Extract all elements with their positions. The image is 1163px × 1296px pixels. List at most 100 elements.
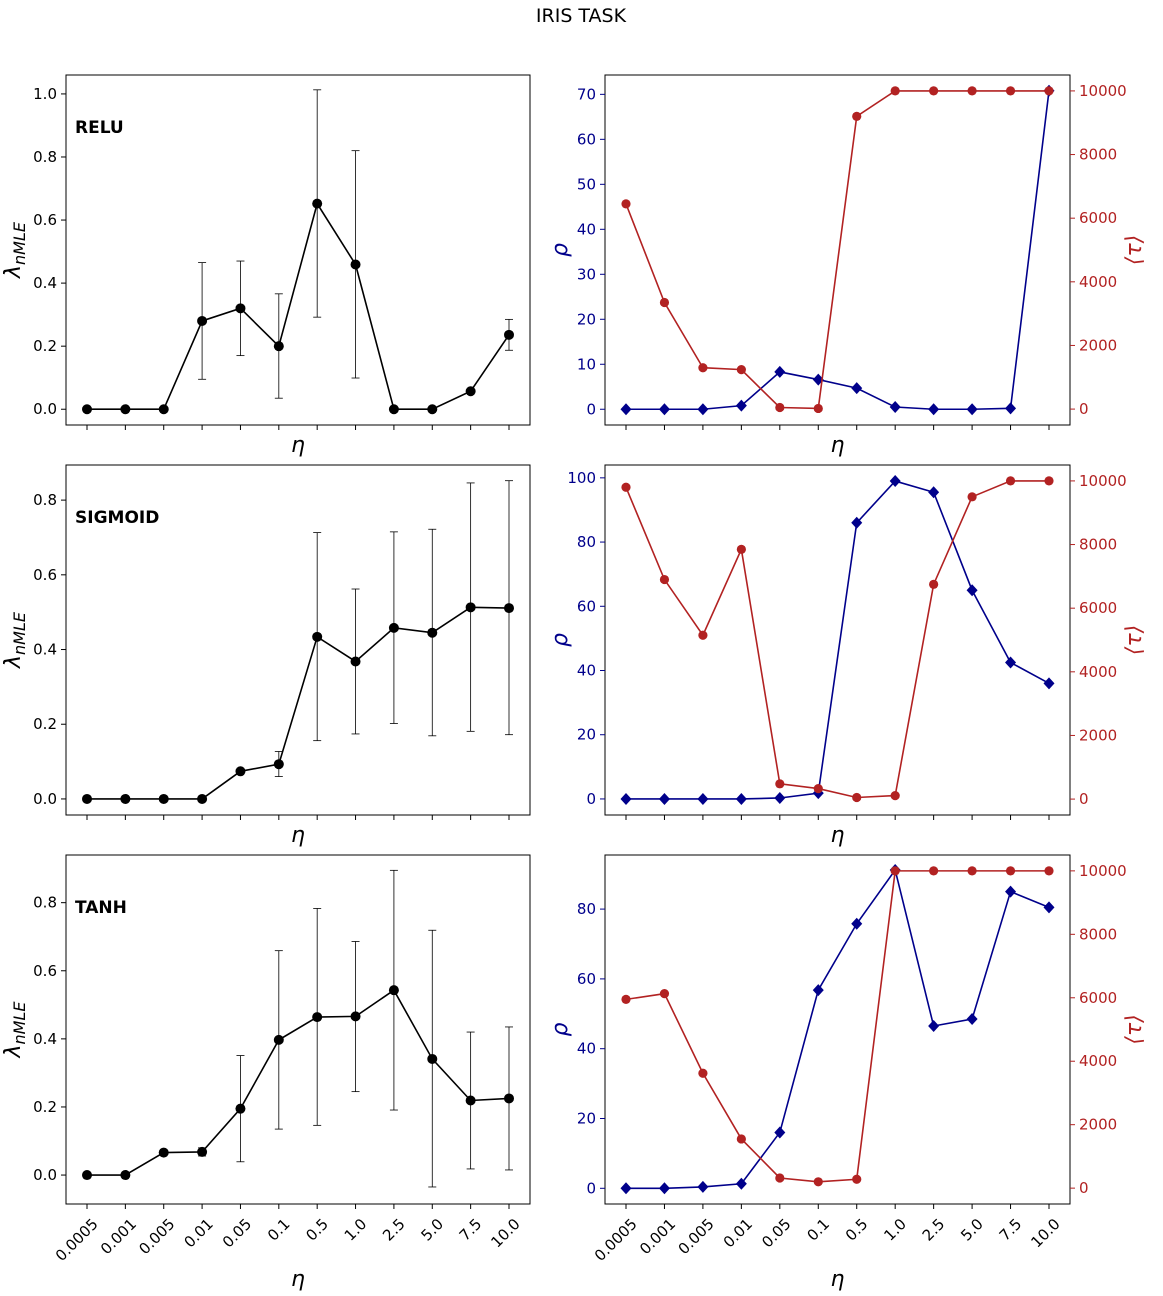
plot-frame	[604, 74, 1071, 426]
x-axis-label: η	[831, 433, 845, 458]
x-tick-label: 0.005	[675, 1215, 718, 1258]
y-tick-label: 100	[567, 469, 596, 487]
y-right-tick-label: 8000	[1079, 536, 1117, 554]
data-point-tau	[852, 1174, 862, 1184]
data-point-rho	[966, 1013, 978, 1026]
data-point-tau	[852, 111, 862, 121]
x-tick-label: 0.005	[135, 1215, 178, 1258]
data-point-lambda	[427, 627, 438, 638]
data-point-lambda	[120, 793, 131, 804]
data-point-tau	[1044, 86, 1054, 96]
y-tick-label: 20	[577, 310, 596, 328]
x-tick-label: 7.5	[456, 1215, 486, 1245]
data-point-tau	[736, 365, 746, 375]
data-point-rho	[1005, 656, 1017, 669]
y-tick-label: 0.4	[33, 1030, 57, 1048]
data-point-lambda	[235, 303, 246, 314]
data-point-lambda	[312, 631, 323, 642]
data-point-lambda	[158, 1147, 169, 1158]
y-axis-label-rho: ρ	[548, 243, 573, 257]
x-tick-label: 0.5	[302, 1215, 332, 1245]
data-point-rho	[658, 1182, 670, 1195]
data-point-rho	[889, 475, 901, 488]
data-point-rho	[620, 1182, 632, 1195]
data-point-rho	[735, 792, 747, 805]
data-point-lambda	[350, 259, 361, 270]
series-line-lambda	[87, 606, 510, 800]
series-line-tau	[625, 480, 1049, 799]
y-axis-label-symbol: λ	[1, 265, 26, 279]
data-point-lambda	[158, 793, 169, 804]
y-tick-label: 0.6	[33, 962, 57, 980]
plot-frame	[65, 464, 531, 816]
series-line-tau	[625, 90, 1049, 410]
panels-group: 0.00.20.40.60.81.0ηλnMLERELU010203040506…	[1, 74, 1147, 1292]
y-right-tick-label: 6000	[1079, 989, 1117, 1007]
data-point-lambda	[465, 602, 476, 613]
data-point-lambda	[197, 315, 208, 326]
series-line-rho	[626, 480, 1050, 800]
x-tick-label: 1.0	[341, 1215, 371, 1245]
chart-panel-relu-left: 0.0 0.2 0.4 0.6 0.8 1.0 η λnMLE RELU	[1, 74, 531, 458]
x-tick-label: 10.0	[1027, 1215, 1063, 1251]
data-point-lambda	[197, 1146, 208, 1157]
y-axis-label-subscript: nMLE	[10, 221, 29, 265]
y-right-tick-label: 2000	[1079, 726, 1117, 744]
data-point-tau	[813, 403, 823, 414]
y-right-tick-label: 10000	[1079, 82, 1127, 100]
data-point-tau	[775, 779, 785, 789]
series-line-tau	[625, 870, 1049, 1183]
y-right-tick-label: 0	[1079, 790, 1089, 808]
data-point-tau	[1005, 866, 1016, 876]
y-tick-label: 0.2	[33, 1098, 57, 1116]
data-point-rho	[928, 403, 940, 416]
data-point-rho	[774, 791, 786, 804]
data-point-lambda	[82, 404, 92, 415]
data-point-tau	[659, 574, 670, 585]
data-point-lambda	[82, 793, 92, 804]
data-point-rho	[851, 516, 863, 529]
data-point-tau	[659, 989, 670, 999]
data-point-rho	[812, 984, 824, 997]
y-right-tick-label: 8000	[1079, 146, 1117, 164]
data-point-lambda	[82, 1170, 92, 1181]
data-point-lambda	[504, 1093, 514, 1104]
x-tick-label: 2.5	[919, 1215, 949, 1245]
y-tick-label: 0	[586, 790, 596, 808]
y-right-tick-label: 6000	[1079, 599, 1117, 617]
y-axis-label-rho: ρ	[548, 1022, 573, 1036]
data-point-tau	[890, 866, 900, 876]
data-point-rho	[735, 399, 747, 412]
x-tick-label: 5.0	[957, 1215, 987, 1245]
data-point-lambda	[312, 1012, 323, 1023]
y-tick-label: 20	[577, 726, 596, 744]
y-right-tick-label: 10000	[1079, 862, 1127, 880]
data-point-lambda	[273, 759, 284, 770]
x-tick-label: 0.0005	[52, 1215, 102, 1265]
data-point-lambda	[235, 766, 246, 777]
y-axis-label-rho: ρ	[548, 633, 573, 647]
data-point-lambda	[388, 404, 399, 415]
data-point-tau	[1005, 86, 1016, 96]
data-point-rho	[774, 365, 786, 378]
y-tick-label: 0.0	[33, 400, 57, 418]
data-point-rho	[1043, 677, 1055, 690]
data-point-tau	[659, 297, 670, 308]
y-tick-label: 0.8	[33, 894, 57, 912]
data-point-rho	[928, 486, 940, 499]
x-tick-label: 0.1	[803, 1215, 833, 1245]
x-tick-label: 0.01	[720, 1215, 756, 1251]
x-tick-label: 0.5	[842, 1215, 872, 1245]
data-point-tau	[813, 1177, 823, 1187]
data-point-lambda	[120, 404, 131, 415]
series-line-rho	[626, 868, 1050, 1190]
data-point-rho	[620, 403, 632, 416]
y-right-tick-label: 0	[1079, 400, 1089, 418]
data-point-tau	[736, 1134, 746, 1144]
y-tick-label: 0.4	[33, 274, 57, 292]
data-point-tau	[698, 363, 708, 373]
data-point-rho	[1005, 402, 1017, 415]
data-point-tau	[621, 994, 631, 1004]
